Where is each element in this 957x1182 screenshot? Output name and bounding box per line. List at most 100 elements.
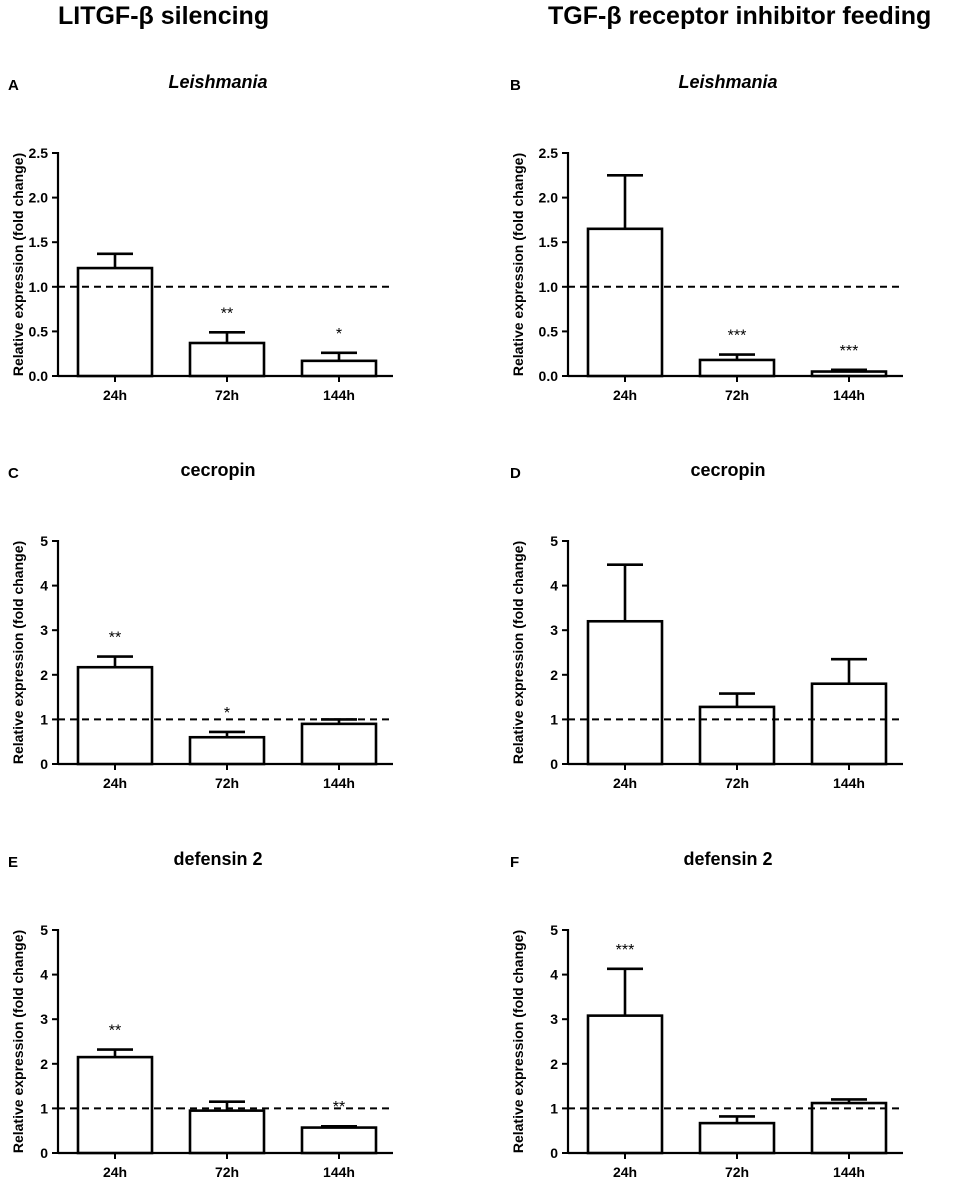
bar-24h: [586, 1014, 664, 1155]
y-tick-label: 5: [550, 922, 558, 938]
bar-144h: [810, 370, 888, 378]
y-tick-label: 4: [550, 578, 558, 594]
y-tick-label: 3: [40, 622, 48, 638]
y-tick-label: 0: [550, 756, 558, 772]
y-tick-label: 0.0: [539, 368, 559, 384]
y-tick-label: 1.0: [29, 279, 49, 295]
panel-letter: E: [8, 854, 18, 871]
significance-marker: *: [224, 705, 230, 722]
y-tick-label: 1.5: [539, 234, 559, 250]
bar-144h: [300, 722, 378, 766]
x-tick-label: 144h: [833, 387, 865, 403]
y-tick-label: 5: [40, 922, 48, 938]
y-tick-label: 0: [40, 756, 48, 772]
x-tick-label: 72h: [215, 775, 239, 791]
x-tick-label: 24h: [613, 387, 637, 403]
y-tick-label: 1.5: [29, 234, 49, 250]
chart-title: defensin 2: [683, 849, 772, 869]
x-tick-label: 24h: [613, 1164, 637, 1180]
y-tick-label: 1: [550, 1100, 558, 1116]
significance-marker: ***: [840, 343, 859, 360]
x-tick-label: 144h: [833, 1164, 865, 1180]
y-tick-label: 2.0: [539, 190, 559, 206]
bar-144h: [810, 1101, 888, 1155]
y-tick-label: 0.5: [29, 323, 49, 339]
y-axis-label: Relative expression (fold change): [10, 153, 26, 376]
y-tick-label: 5: [550, 533, 558, 549]
bar-72h: [188, 735, 266, 766]
x-tick-label: 72h: [725, 775, 749, 791]
y-tick-label: 1.0: [539, 279, 559, 295]
x-tick-label: 72h: [725, 1164, 749, 1180]
y-tick-label: 4: [550, 967, 558, 983]
significance-marker: ***: [616, 942, 635, 959]
chart-title: Leishmania: [678, 72, 777, 92]
y-tick-label: 5: [40, 533, 48, 549]
significance-marker: **: [109, 630, 121, 647]
x-tick-label: 144h: [833, 775, 865, 791]
panel-letter: A: [8, 77, 19, 94]
y-tick-label: 2: [550, 1056, 558, 1072]
bar-144h: [300, 1126, 378, 1155]
y-tick-label: 2: [40, 667, 48, 683]
y-tick-label: 4: [40, 578, 48, 594]
y-tick-label: 2: [550, 667, 558, 683]
bar-24h: [586, 619, 664, 766]
bar-144h: [300, 359, 378, 378]
panel-letter: F: [510, 854, 519, 871]
bar-72h: [698, 358, 776, 378]
bar-72h: [188, 1109, 266, 1155]
panel-b: B Leishmania Relative expression (fold cha…: [510, 72, 903, 403]
y-tick-label: 3: [550, 622, 558, 638]
chart-title: Leishmania: [168, 72, 267, 92]
y-tick-label: 0.5: [539, 323, 559, 339]
y-tick-label: 4: [40, 967, 48, 983]
y-tick-label: 1: [550, 711, 558, 727]
y-tick-label: 0.0: [29, 368, 49, 384]
bar-24h: [586, 227, 664, 378]
y-axis-label: Relative expression (fold change): [510, 541, 526, 764]
significance-marker: **: [109, 1023, 121, 1040]
x-tick-label: 144h: [323, 387, 355, 403]
y-tick-label: 3: [40, 1011, 48, 1027]
y-axis-label: Relative expression (fold change): [10, 930, 26, 1153]
bar-24h: [76, 665, 154, 766]
panel-letter: D: [510, 465, 521, 482]
bar-144h: [810, 682, 888, 766]
column-title-right: TGF-β receptor inhibitor feeding: [548, 2, 932, 30]
y-tick-label: 1: [40, 1100, 48, 1116]
y-axis-label: Relative expression (fold change): [510, 153, 526, 376]
y-tick-label: 3: [550, 1011, 558, 1027]
column-title-left: LITGF-β silencing: [58, 2, 270, 30]
y-tick-label: 2.5: [539, 145, 559, 161]
y-tick-label: 2.0: [29, 190, 49, 206]
x-tick-label: 24h: [103, 387, 127, 403]
y-tick-label: 2.5: [29, 145, 49, 161]
y-tick-label: 1: [40, 711, 48, 727]
y-tick-label: 0: [550, 1145, 558, 1161]
y-axis-label: Relative expression (fold change): [10, 541, 26, 764]
panel-a: A Leishmania Relative expression (fold cha…: [8, 72, 393, 403]
y-axis-label: Relative expression (fold change): [510, 930, 526, 1153]
x-tick-label: 72h: [725, 387, 749, 403]
chart-title: cecropin: [180, 460, 255, 480]
bar-72h: [698, 1121, 776, 1155]
panel-letter: B: [510, 77, 521, 94]
x-tick-label: 144h: [323, 775, 355, 791]
significance-marker: ***: [728, 328, 747, 345]
x-tick-label: 24h: [103, 1164, 127, 1180]
y-tick-label: 0: [40, 1145, 48, 1161]
chart-title: cecropin: [690, 460, 765, 480]
x-tick-label: 24h: [103, 775, 127, 791]
bar-24h: [76, 1055, 154, 1155]
bar-24h: [76, 266, 154, 378]
panel-letter: C: [8, 465, 19, 482]
x-tick-label: 72h: [215, 1164, 239, 1180]
bar-72h: [188, 341, 266, 378]
x-tick-label: 72h: [215, 387, 239, 403]
